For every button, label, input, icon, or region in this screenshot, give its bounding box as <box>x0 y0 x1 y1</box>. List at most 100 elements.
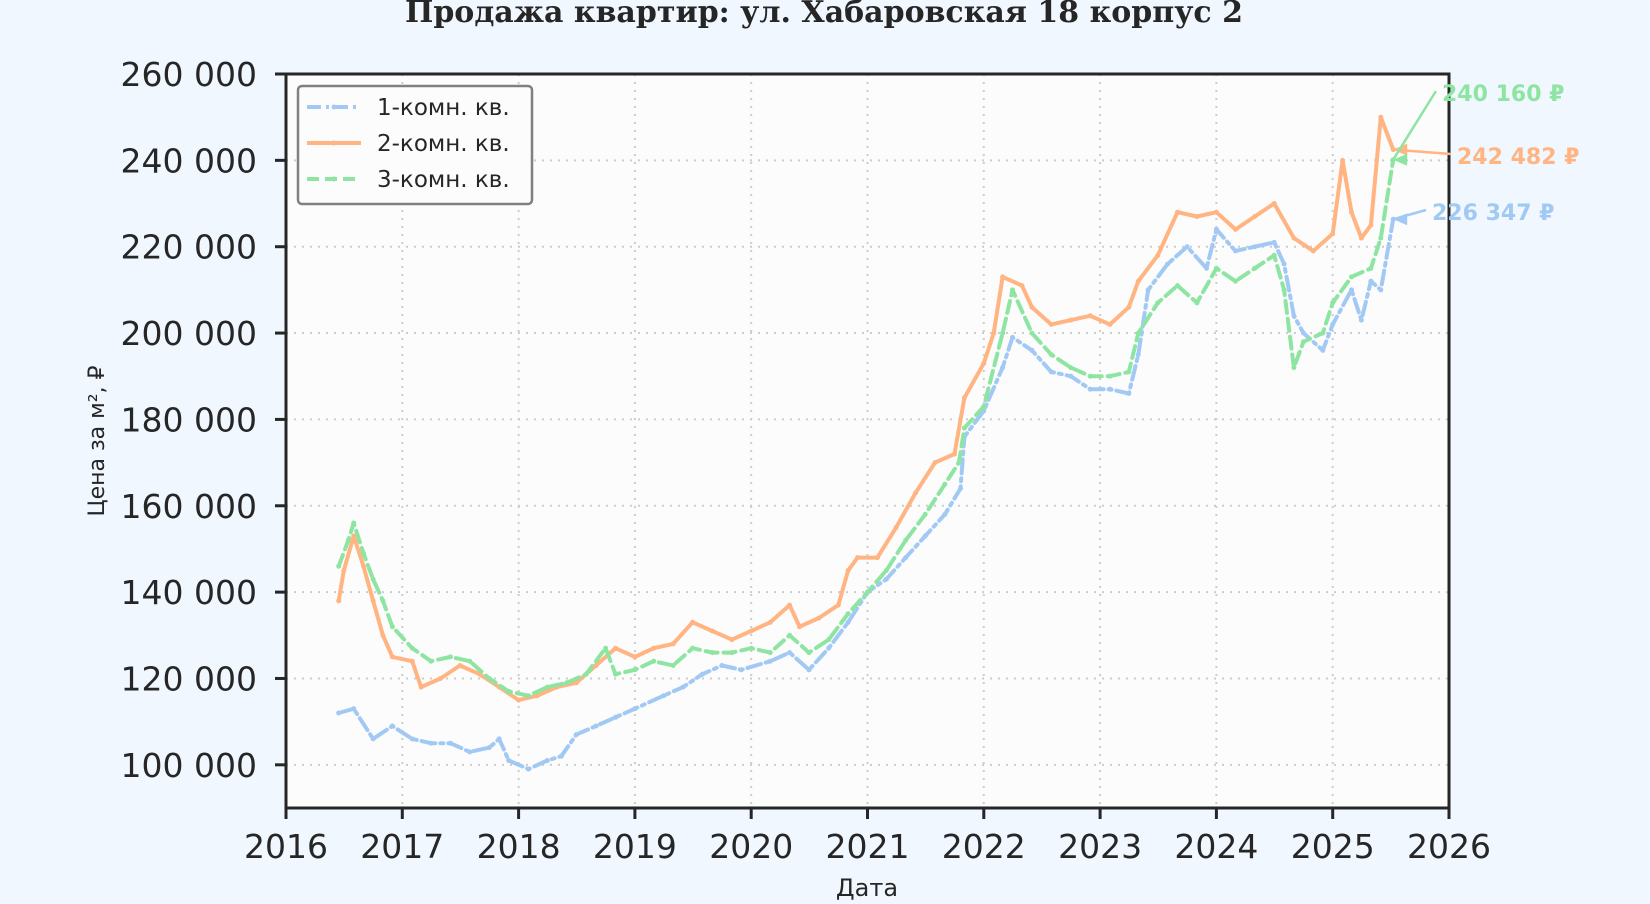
end-labels: 226 347 ₽ 242 482 ₽ 240 160 ₽ <box>1392 82 1579 226</box>
data-point <box>1281 261 1287 267</box>
data-point <box>1135 330 1141 336</box>
data-point <box>767 619 773 625</box>
data-point <box>845 568 851 573</box>
data-point <box>991 330 997 336</box>
data-point <box>1087 313 1093 319</box>
data-point <box>1087 386 1093 392</box>
data-point <box>806 667 812 673</box>
data-point <box>1068 317 1074 323</box>
data-point <box>544 758 550 763</box>
data-point <box>826 637 832 643</box>
data-point <box>958 486 963 491</box>
data-point <box>816 615 822 621</box>
data-point <box>787 632 793 638</box>
legend-label: 1-комн. кв. <box>377 95 510 121</box>
data-point <box>1291 235 1297 241</box>
y-tick-label: 160 000 <box>121 487 257 526</box>
data-point <box>361 563 366 569</box>
data-point <box>1175 209 1180 215</box>
data-point <box>1213 226 1219 232</box>
x-tick-label: 2025 <box>1291 827 1375 866</box>
series-line-3 <box>336 157 1396 698</box>
legend-marker <box>331 176 337 182</box>
data-point <box>1107 373 1113 379</box>
end-label: 240 160 ₽ <box>1442 82 1564 107</box>
data-point <box>336 598 342 604</box>
data-point <box>558 753 564 759</box>
data-point <box>1252 244 1258 250</box>
data-point <box>1378 235 1384 241</box>
data-point <box>1126 369 1132 375</box>
x-tick-label: 2022 <box>942 827 1026 866</box>
data-point <box>1271 201 1277 206</box>
x-tick-label: 2021 <box>826 827 910 866</box>
data-point <box>409 658 415 664</box>
data-point <box>709 650 715 656</box>
data-point <box>845 611 851 617</box>
data-point <box>1378 287 1384 293</box>
grid <box>286 74 1449 808</box>
data-point <box>593 663 599 668</box>
data-point <box>632 654 638 660</box>
data-point <box>956 460 962 466</box>
legend-box <box>296 84 534 206</box>
data-point <box>1048 369 1054 375</box>
data-point <box>1087 373 1093 379</box>
data-point <box>613 645 618 651</box>
data-point <box>583 671 589 677</box>
data-point <box>506 758 512 763</box>
data-point <box>370 576 376 582</box>
data-point <box>516 697 522 703</box>
data-point <box>1126 391 1132 396</box>
data-point <box>1320 347 1326 353</box>
data-point <box>428 740 434 746</box>
data-point <box>1252 265 1258 271</box>
data-point <box>1349 287 1354 293</box>
data-point <box>651 645 657 651</box>
data-point <box>1252 214 1258 219</box>
data-point <box>336 710 342 716</box>
data-point <box>534 693 540 699</box>
data-point <box>1000 330 1006 336</box>
x-tick-label: 2018 <box>477 827 561 866</box>
end-label-arrow <box>1393 153 1408 166</box>
data-point <box>981 404 987 409</box>
data-point <box>883 568 889 573</box>
data-point <box>981 360 987 366</box>
data-point <box>787 650 793 656</box>
data-point <box>467 658 473 664</box>
data-point <box>709 628 715 634</box>
data-point <box>835 602 841 608</box>
data-point <box>486 745 492 751</box>
end-label: 242 482 ₽ <box>1457 145 1579 170</box>
data-point <box>457 663 463 668</box>
data-point <box>1330 300 1336 306</box>
data-point <box>1368 265 1374 271</box>
data-point <box>1271 239 1277 245</box>
data-point <box>351 706 357 712</box>
data-point <box>632 667 638 673</box>
data-point <box>370 598 376 604</box>
data-point <box>797 624 802 630</box>
data-point <box>1019 283 1025 289</box>
data-point <box>1301 330 1306 336</box>
data-point <box>351 520 357 526</box>
y-tick-label: 260 000 <box>121 55 257 94</box>
y-tick-label: 100 000 <box>121 746 257 785</box>
data-point <box>699 671 705 677</box>
x-tick-label: 2023 <box>1058 827 1142 866</box>
data-point <box>1000 274 1006 280</box>
data-point <box>593 723 599 729</box>
data-point <box>613 671 618 677</box>
data-point <box>1213 265 1219 271</box>
y-tick-label: 120 000 <box>121 659 257 698</box>
data-point <box>1029 330 1035 336</box>
data-point <box>447 740 453 746</box>
data-point <box>1358 235 1364 241</box>
data-point <box>913 490 919 496</box>
data-point <box>922 511 928 517</box>
chart-title: Продажа квартир: ул. Хабаровская 18 корп… <box>405 0 1243 30</box>
data-point <box>1368 278 1374 284</box>
data-point <box>544 684 550 690</box>
